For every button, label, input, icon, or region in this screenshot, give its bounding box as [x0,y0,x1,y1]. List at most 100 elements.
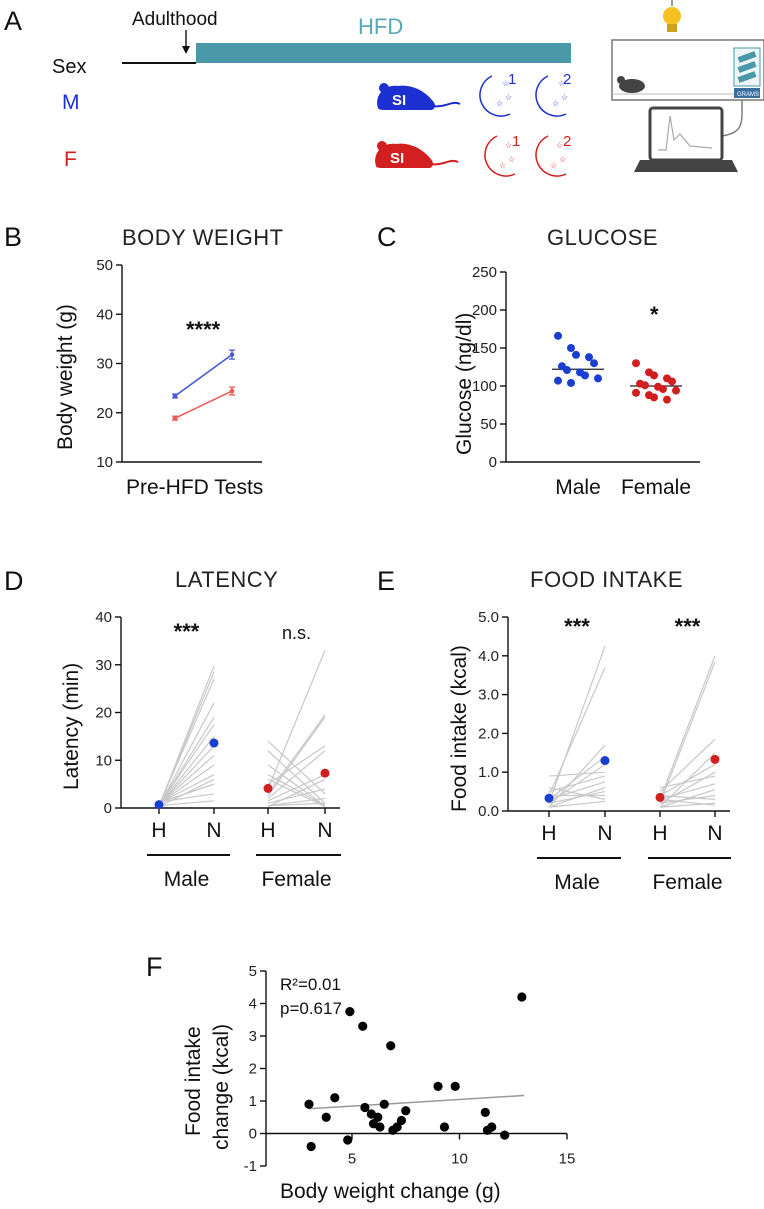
panel-d-female-individual-line [267,797,326,807]
panel-f-point [321,1112,331,1122]
panel-e-male-individual-line [548,781,606,800]
female-mouse-icon: SI [375,141,459,168]
panel-d-female-individual-line [267,745,326,785]
panel-d-male-mean-h [154,800,164,810]
panel-d-x-tick-label: N [317,819,332,842]
svg-text:☆: ☆ [505,93,512,102]
panel-c-plot [552,331,682,404]
panel-c-male-point [572,350,580,359]
panel-f-point [480,1107,490,1117]
panel-e-male-individual-line [548,645,606,804]
panel-b-label: B [4,222,22,252]
svg-text:☆: ☆ [508,155,515,164]
male-night-1-number: 1 [508,71,516,88]
panel-e-significance-female: *** [675,614,701,639]
panel-f-point [306,1141,316,1152]
panel-f-point [360,1102,370,1113]
panel-d-female-individual-line [267,802,326,807]
panel-f-ylabel-1: Food intake [182,1026,205,1136]
male-night-1-icon: ☆ ☆ ☆ [479,75,512,117]
panel-d-y-tick-label: 30 [95,657,112,674]
panel-e-male-individual-line [548,800,606,808]
panel-c-female-point [641,381,649,390]
panel-c-female-point [632,359,640,368]
panel-d-axes: 0 10 20 30 40 H N H N Male *** Female n.s. [95,609,341,891]
panel-f-y-tick-label: 1 [249,1093,257,1110]
panel-f-point [379,1099,389,1109]
laptop-icon [634,99,743,172]
panel-f-point [373,1112,383,1122]
light-bulb-icon [663,0,681,32]
male-si-label: SI [392,92,406,109]
panel-f-y-tick-label: 2 [249,1061,257,1078]
panel-c-female-point [668,377,676,386]
cage-icon: GRAMS [611,39,764,101]
panel-e-female-individual-line [659,655,716,800]
panel-d-significance-female: n.s. [282,623,311,643]
panel-f-point [358,1021,368,1031]
panel-c-x-tick-label-male: Male [555,476,601,499]
panel-d-group-label-male: Male [164,868,210,891]
panel-c-ylabel: Glucose (ng/dl) [453,313,476,455]
panel-f-point [375,1122,385,1132]
panel-f-point [433,1081,443,1091]
adulthood-arrowhead [182,46,190,54]
panel-f-x-tick-label: 10 [451,1151,468,1168]
panel-d-female-individual-line [267,716,326,797]
panel-c-female-point [659,385,667,394]
panel-e-group-label-female: Female [652,871,722,894]
panel-e-label: E [377,566,395,596]
panel-d-male-mean-n [209,738,219,748]
panel-e-group-label-male: Male [554,871,600,894]
panel-f-y-tick-label: 0 [249,1126,257,1143]
panel-c-male-point [585,353,593,362]
svg-text:☆: ☆ [550,161,557,170]
panel-e-female-mean-h [655,792,665,802]
panel-c-y-tick-label: 200 [472,302,497,319]
panel-e-female-mean-n [710,754,720,764]
panel-e-female-individual-line [659,738,716,793]
panel-e-y-tick-label: 2.0 [478,725,499,742]
panel-d-group-label-female: Female [261,868,331,891]
grams-tag: GRAMS [737,92,759,98]
panel-e-female-individual-line [659,794,716,800]
panel-e: E FOOD INTAKE Food intake (kcal) 0.0 1.0 2… [377,566,731,894]
female-night-2-icon: ☆ ☆ ☆ [535,135,567,177]
panel-c-male-point [563,366,571,375]
panel-b-y-tick-label: 30 [96,356,113,373]
panel-d-title: LATENCY [175,567,278,592]
svg-text:☆: ☆ [559,155,566,164]
male-night-2-icon: ☆ ☆ ☆ [535,75,568,117]
panel-e-y-tick-label: 5.0 [478,609,499,626]
panel-c-y-tick-label: 150 [472,340,497,357]
panel-e-male-mean-n [600,756,610,766]
female-night-1-number: 1 [512,133,520,150]
panel-d-female-individual-line [267,714,326,795]
panel-d-female-mean-n [320,768,330,778]
panel-d-female-individual-line [267,778,326,808]
panel-d-y-tick-label: 10 [95,752,112,769]
panel-f-point [450,1081,460,1091]
svg-text:☆: ☆ [552,99,559,108]
panel-c: C GLUCOSE Glucose (ng/dl) 0 50 100 150 200 25… [377,222,700,499]
sex-label: Sex [52,56,86,78]
panel-f-y-tick-label: 5 [249,963,257,980]
panel-c-female-point [672,386,680,395]
panel-b-female-line [174,390,233,419]
hfd-label: HFD [358,14,403,39]
panel-f-pvalue: p=0.617 [280,999,342,1018]
panel-c-female-point [650,371,658,380]
panel-f-point [396,1115,407,1126]
panel-e-female-individual-line [659,798,716,806]
panel-d-male-individual-line [158,745,215,806]
panel-e-female-individual-line [659,771,716,804]
panel-e-female-individual-line [659,763,716,797]
panel-b-title: BODY WEIGHT [122,225,284,250]
svg-text:☆: ☆ [556,141,563,150]
panel-e-male-individual-line [548,791,606,804]
hfd-bar [196,43,571,63]
female-night-1-icon: ☆ ☆ ☆ [484,135,516,177]
panel-d-male-individual-line [158,702,215,807]
panel-c-male-point [554,376,562,385]
panel-c-axes: 0 50 100 150 200 250 Male Female [472,264,700,499]
